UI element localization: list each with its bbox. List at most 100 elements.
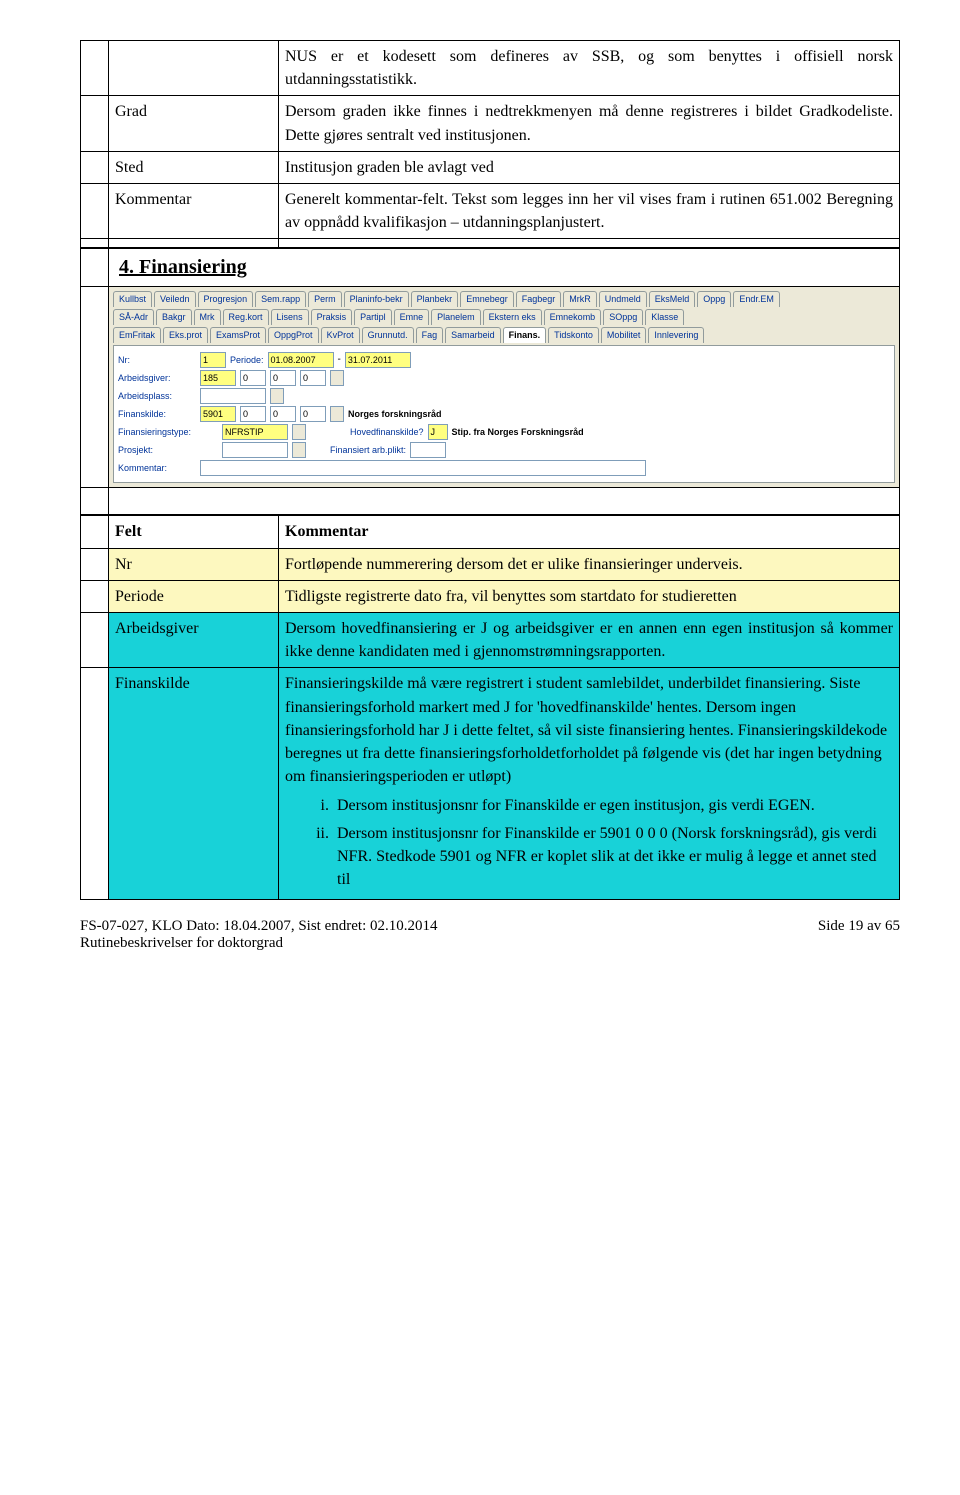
tab[interactable]: SOppg [603, 309, 643, 325]
tab[interactable]: Emne [394, 309, 430, 325]
lead-cell [81, 548, 109, 580]
tab[interactable]: MrkR [563, 291, 597, 307]
tab[interactable]: Mobilitet [601, 327, 647, 343]
row-label: Sted [109, 151, 279, 183]
row-label [109, 239, 279, 248]
lead-cell [81, 96, 109, 151]
tab[interactable]: Planbekr [411, 291, 459, 307]
dropdown-icon[interactable] [270, 388, 284, 404]
sub-input[interactable]: 0 [300, 406, 326, 422]
tab[interactable]: Innlevering [648, 327, 704, 343]
lead-cell [81, 613, 109, 668]
tab[interactable]: ExamsProt [210, 327, 266, 343]
tab[interactable]: Tidskonto [548, 327, 599, 343]
row-label: Finanskilde [109, 668, 279, 900]
tab[interactable]: Endr.EM [733, 291, 780, 307]
tab-row-2: SÅ-Adr Bakgr Mrk Reg.kort Lisens Praksis… [113, 309, 895, 325]
footer-right: Side 19 av 65 [818, 918, 900, 935]
row-content: Institusjon graden ble avlagt ved [279, 151, 900, 183]
tab[interactable]: KvProt [321, 327, 360, 343]
tab[interactable]: Samarbeid [445, 327, 501, 343]
prosjekt-label: Prosjekt: [118, 444, 218, 457]
dropdown-icon[interactable] [292, 424, 306, 440]
arbeidsplass-input[interactable] [200, 388, 266, 404]
finanskilde-input[interactable]: 5901 [200, 406, 236, 422]
dropdown-icon[interactable] [292, 442, 306, 458]
tab[interactable]: Reg.kort [223, 309, 269, 325]
sub-input[interactable]: 0 [240, 370, 266, 386]
header-felt: Felt [109, 516, 279, 548]
tab[interactable]: Emnebegr [460, 291, 514, 307]
tab[interactable]: Mrk [194, 309, 221, 325]
lead-cell [81, 183, 109, 238]
tab[interactable]: Eks.prot [163, 327, 208, 343]
kommentar-label: Kommentar: [118, 462, 196, 475]
arbeidsgiver-input[interactable]: 185 [200, 370, 236, 386]
tab[interactable]: Sem.rapp [255, 291, 306, 307]
row-label: Kommentar [109, 183, 279, 238]
row-label: Periode [109, 580, 279, 612]
tab[interactable]: Fagbegr [516, 291, 562, 307]
tab[interactable]: Kullbst [113, 291, 152, 307]
tab[interactable]: SÅ-Adr [113, 309, 154, 325]
row-content: Dersom graden ikke finnes i nedtrekkmeny… [279, 96, 900, 151]
heading-table: 4. Finansiering Kullbst Veiledn Progresj… [80, 248, 900, 515]
row-content [279, 239, 900, 248]
tab[interactable]: Fag [416, 327, 444, 343]
tab[interactable]: OppgProt [268, 327, 319, 343]
row-label: Grad [109, 96, 279, 151]
tab-row-1: Kullbst Veiledn Progresjon Sem.rapp Perm… [113, 291, 895, 307]
list-item: Dersom institusjonsnr for Finanskilde er… [333, 822, 893, 892]
sub-input[interactable]: 0 [240, 406, 266, 422]
tab[interactable]: Progresjon [198, 291, 254, 307]
sub-input[interactable]: 0 [300, 370, 326, 386]
lead-cell [81, 151, 109, 183]
tab-finans-active[interactable]: Finans. [503, 327, 547, 343]
tab[interactable]: Oppg [697, 291, 731, 307]
nr-input[interactable]: 1 [200, 352, 226, 368]
tab[interactable]: Bakgr [156, 309, 192, 325]
tab[interactable]: EmFritak [113, 327, 161, 343]
kommentar-input[interactable] [200, 460, 646, 476]
tab[interactable]: EksMeld [649, 291, 696, 307]
empty-cell [109, 488, 900, 515]
dropdown-icon[interactable] [330, 406, 344, 422]
tab[interactable]: Grunnutd. [362, 327, 414, 343]
finansieringstype-input[interactable]: NFRSTIP [222, 424, 288, 440]
finansiert-arbplikt-input[interactable] [410, 442, 446, 458]
lead-cell [81, 488, 109, 515]
row-content: Tidligste registrerte dato fra, vil beny… [279, 580, 900, 612]
periode-to-input[interactable]: 31.07.2011 [345, 352, 411, 368]
tab[interactable]: Planinfo-bekr [344, 291, 409, 307]
tab[interactable]: Planelem [431, 309, 481, 325]
hovedfinanskilde-label: Hovedfinanskilde? [350, 426, 424, 439]
tab[interactable]: Partipl [354, 309, 392, 325]
tab[interactable]: Lisens [271, 309, 309, 325]
tab[interactable]: Praksis [311, 309, 353, 325]
finanskilde-label: Finanskilde: [118, 408, 196, 421]
periode-label: Periode: [230, 354, 264, 367]
lead-cell [81, 239, 109, 248]
tab[interactable]: Undmeld [599, 291, 647, 307]
list-item: Dersom institusjonsnr for Finanskilde er… [333, 794, 893, 817]
dash: - [338, 353, 341, 368]
finansieringstype-label: Finansieringstype: [118, 426, 218, 439]
hovedfinanskilde-input[interactable]: J [428, 424, 448, 440]
hovedfinanskilde-text: Stip. fra Norges Forskningsråd [452, 426, 584, 439]
prosjekt-input[interactable] [222, 442, 288, 458]
tab[interactable]: Perm [308, 291, 342, 307]
tab[interactable]: Ekstern eks [483, 309, 542, 325]
tab[interactable]: Veiledn [154, 291, 196, 307]
row-content: Dersom hovedfinansiering er J og arbeids… [279, 613, 900, 668]
lead-cell [81, 41, 109, 96]
periode-from-input[interactable]: 01.08.2007 [268, 352, 334, 368]
finanskilde-list: Dersom institusjonsnr for Finanskilde er… [285, 794, 893, 891]
tab[interactable]: Klasse [645, 309, 684, 325]
row-content: Fortløpende nummerering dersom det er ul… [279, 548, 900, 580]
row-label [109, 41, 279, 96]
tab[interactable]: Emnekomb [544, 309, 602, 325]
tab-row-3: EmFritak Eks.prot ExamsProt OppgProt KvP… [113, 327, 895, 343]
dropdown-icon[interactable] [330, 370, 344, 386]
sub-input[interactable]: 0 [270, 370, 296, 386]
sub-input[interactable]: 0 [270, 406, 296, 422]
